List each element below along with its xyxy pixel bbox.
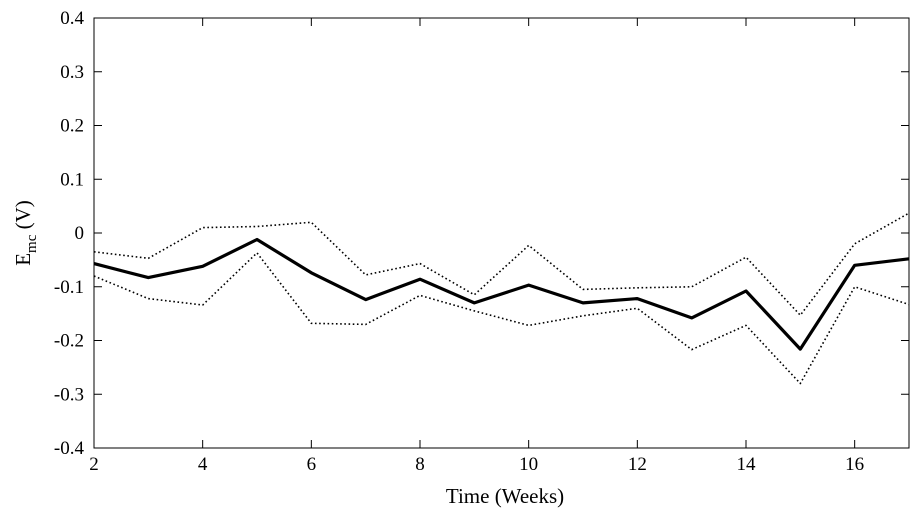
y-tick-label: -0.4 <box>54 438 85 459</box>
y-axis-label: Emc (V) <box>11 200 40 266</box>
y-tick-label: 0.3 <box>60 62 84 83</box>
x-axis-label: Time (Weeks) <box>446 484 564 508</box>
y-tick-label: 0 <box>75 223 85 244</box>
y-axis-label-base: E <box>11 253 35 266</box>
x-tick-label: 12 <box>628 454 647 475</box>
y-tick-label: -0.1 <box>54 277 84 298</box>
x-tick-label: 4 <box>198 454 208 475</box>
y-tick-label: 0.2 <box>60 116 84 137</box>
y-tick-label: 0.1 <box>60 169 84 190</box>
y-tick-label: -0.2 <box>54 331 84 352</box>
x-tick-label: 2 <box>89 454 99 475</box>
y-axis-label-unit: (V) <box>11 200 35 234</box>
ticks-layer: 2 4 6 8 10 12 14 16 -0.4 -0.3 -0.2 -0.1 0 0.1 0.2 0.3 0.… <box>54 8 909 475</box>
plot-frame <box>93 17 910 449</box>
plot-area <box>93 17 910 449</box>
series-line-mean <box>93 237 910 351</box>
x-tick-label: 14 <box>737 454 757 475</box>
x-tick-label: 10 <box>519 454 538 475</box>
y-tick-label: 0.4 <box>60 8 84 29</box>
x-tick-label: 16 <box>845 454 864 475</box>
x-tick-label: 6 <box>307 454 317 475</box>
y-tick-label: -0.3 <box>54 384 84 405</box>
series-line-upper-bound <box>93 212 910 317</box>
y-axis-label-subscript: mc <box>24 234 40 253</box>
x-tick-label: 8 <box>415 454 425 475</box>
series-layer <box>93 212 910 385</box>
series-line-lower-bound <box>93 252 910 385</box>
